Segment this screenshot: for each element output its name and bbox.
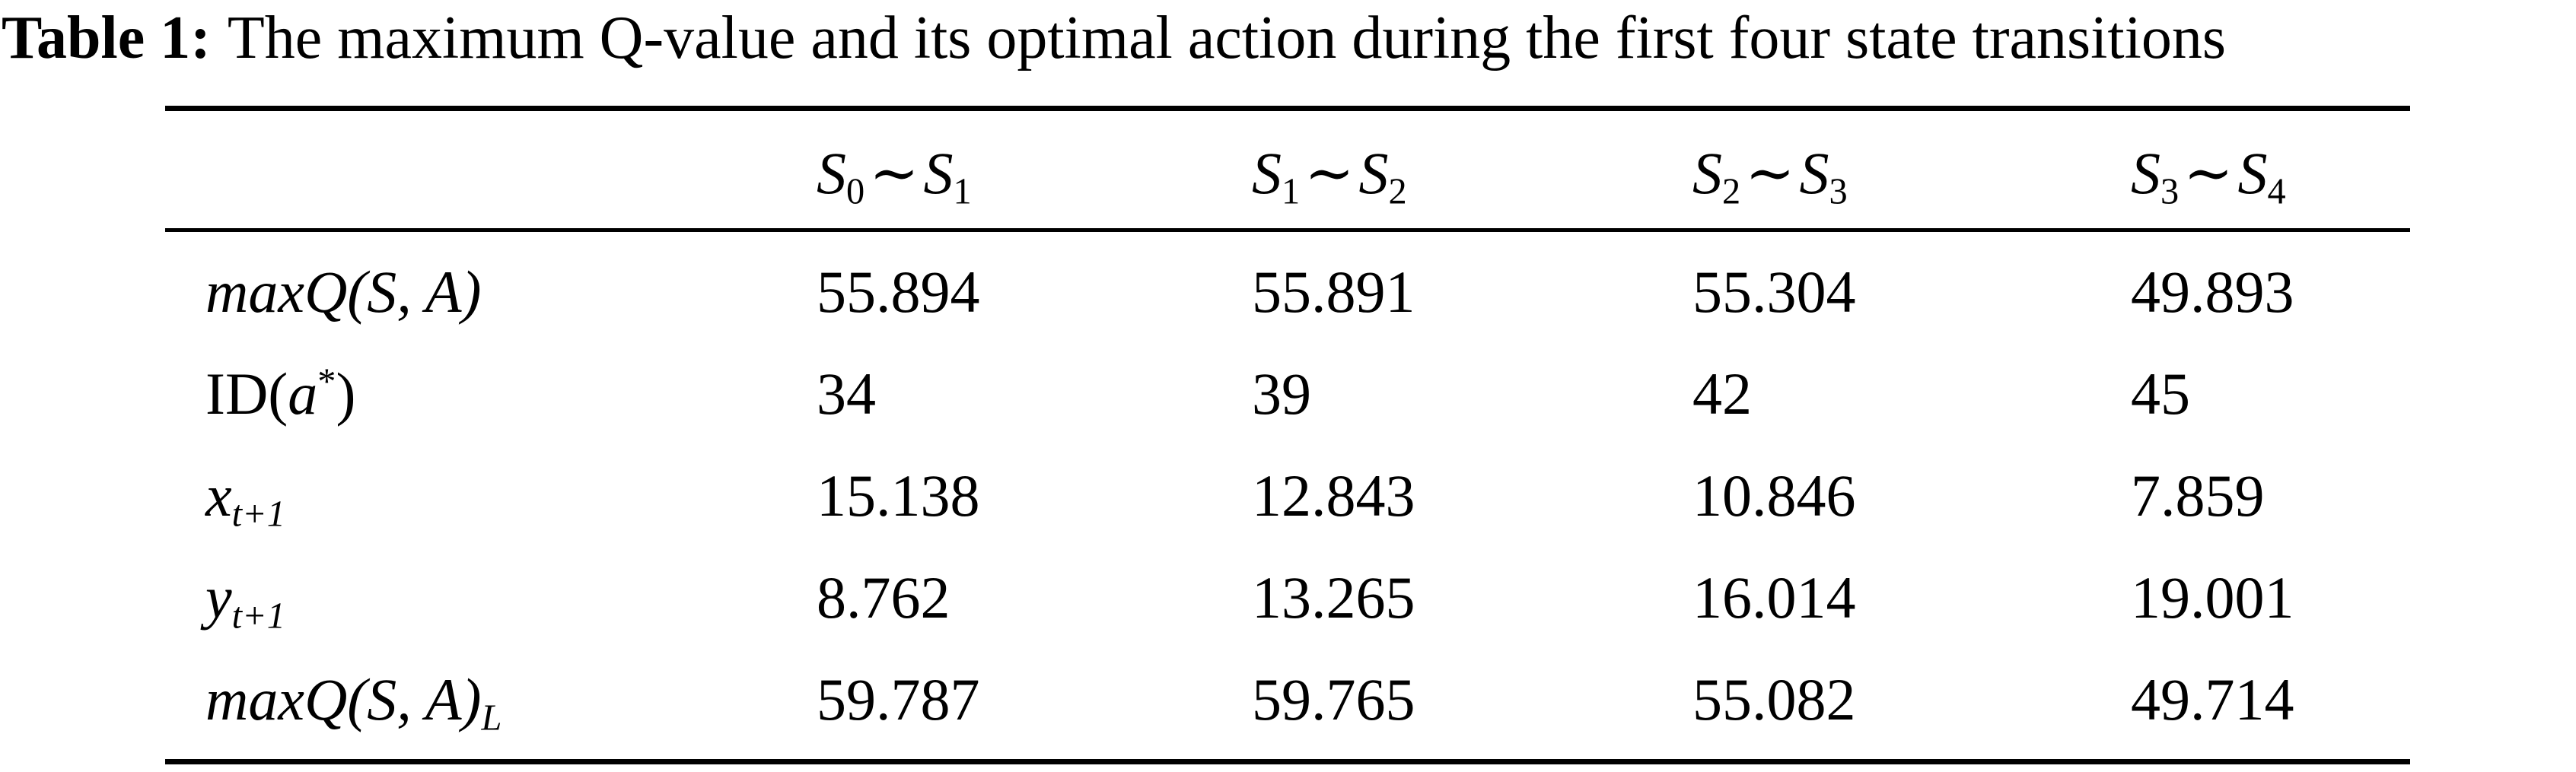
table-cell: 55.891 [1252, 259, 1415, 325]
label-arguments: (S, A) [347, 666, 482, 732]
table-cell: 19.001 [2131, 564, 2294, 631]
row-label: ID(a*) [205, 360, 355, 428]
label-variable: maxQ [205, 666, 348, 732]
table-cell: 12.843 [1252, 462, 1415, 529]
table-cell: 55.304 [1692, 259, 1856, 325]
label-variable: a [288, 361, 318, 427]
table-cell: 15.138 [817, 462, 980, 529]
state-index: 3 [1829, 171, 1848, 212]
label-arguments: (S, A) [347, 259, 482, 325]
label-variable: maxQ [205, 259, 348, 325]
table-cell: 59.765 [1252, 666, 1415, 732]
table-cell: 49.893 [2131, 259, 2294, 325]
table-caption: Table 1: The maximum Q-value and its opti… [2, 2, 2226, 75]
state-index: 4 [2267, 171, 2286, 212]
state-symbol: S [1252, 140, 1282, 206]
label-subscript: t+1 [231, 596, 285, 637]
state-index: 2 [1722, 171, 1741, 212]
table-cell: 42 [1692, 361, 1752, 427]
table-cell: 16.014 [1692, 564, 1856, 631]
table-cell: 34 [817, 361, 876, 427]
tilde-separator: ∼ [1304, 140, 1355, 206]
label-subscript: t+1 [231, 494, 285, 535]
table-cell: 8.762 [817, 564, 950, 631]
state-index: 0 [846, 171, 865, 212]
row-label: xt+1 [205, 462, 285, 532]
table-cell: 10.846 [1692, 462, 1856, 529]
state-symbol: S [1358, 140, 1389, 206]
label-superscript: * [317, 361, 336, 402]
label-text: ) [336, 361, 356, 427]
label-text: ID( [205, 361, 288, 427]
state-symbol: S [817, 140, 846, 206]
table-cell: 55.082 [1692, 666, 1856, 732]
header-rule [165, 228, 2410, 232]
table-cell: 55.894 [817, 259, 980, 325]
state-symbol: S [1799, 140, 1829, 206]
table-cell: 7.859 [2131, 462, 2265, 529]
state-symbol: S [2237, 140, 2268, 206]
table-cell: 59.787 [817, 666, 980, 732]
bottom-rule [165, 759, 2410, 764]
table-cell: 45 [2131, 361, 2190, 427]
row-label: yt+1 [205, 564, 285, 634]
column-header: S2∼S3 [1692, 139, 1848, 210]
table-cell: 39 [1252, 361, 1311, 427]
row-label: maxQ(S, A)L [205, 666, 502, 736]
state-symbol: S [2131, 140, 2160, 206]
label-subscript: L [481, 697, 502, 739]
label-variable: x [205, 462, 232, 529]
tilde-separator: ∼ [869, 140, 919, 206]
state-index: 1 [1282, 171, 1301, 212]
label-variable: y [205, 564, 232, 631]
column-header: S1∼S2 [1252, 139, 1407, 210]
column-header: S0∼S1 [817, 139, 972, 210]
state-index: 3 [2160, 171, 2180, 212]
caption-text: The maximum Q-value and its optimal acti… [227, 5, 2226, 71]
top-rule [165, 106, 2410, 111]
column-header: S3∼S4 [2131, 139, 2286, 210]
tilde-separator: ∼ [2183, 140, 2234, 206]
tilde-separator: ∼ [1745, 140, 1795, 206]
state-index: 1 [953, 171, 972, 212]
state-symbol: S [1692, 140, 1722, 206]
table-cell: 13.265 [1252, 564, 1415, 631]
table-cell: 49.714 [2131, 666, 2294, 732]
caption-label: Table 1: [2, 5, 211, 71]
row-label: maxQ(S, A) [205, 258, 481, 326]
state-index: 2 [1388, 171, 1407, 212]
state-symbol: S [923, 140, 954, 206]
